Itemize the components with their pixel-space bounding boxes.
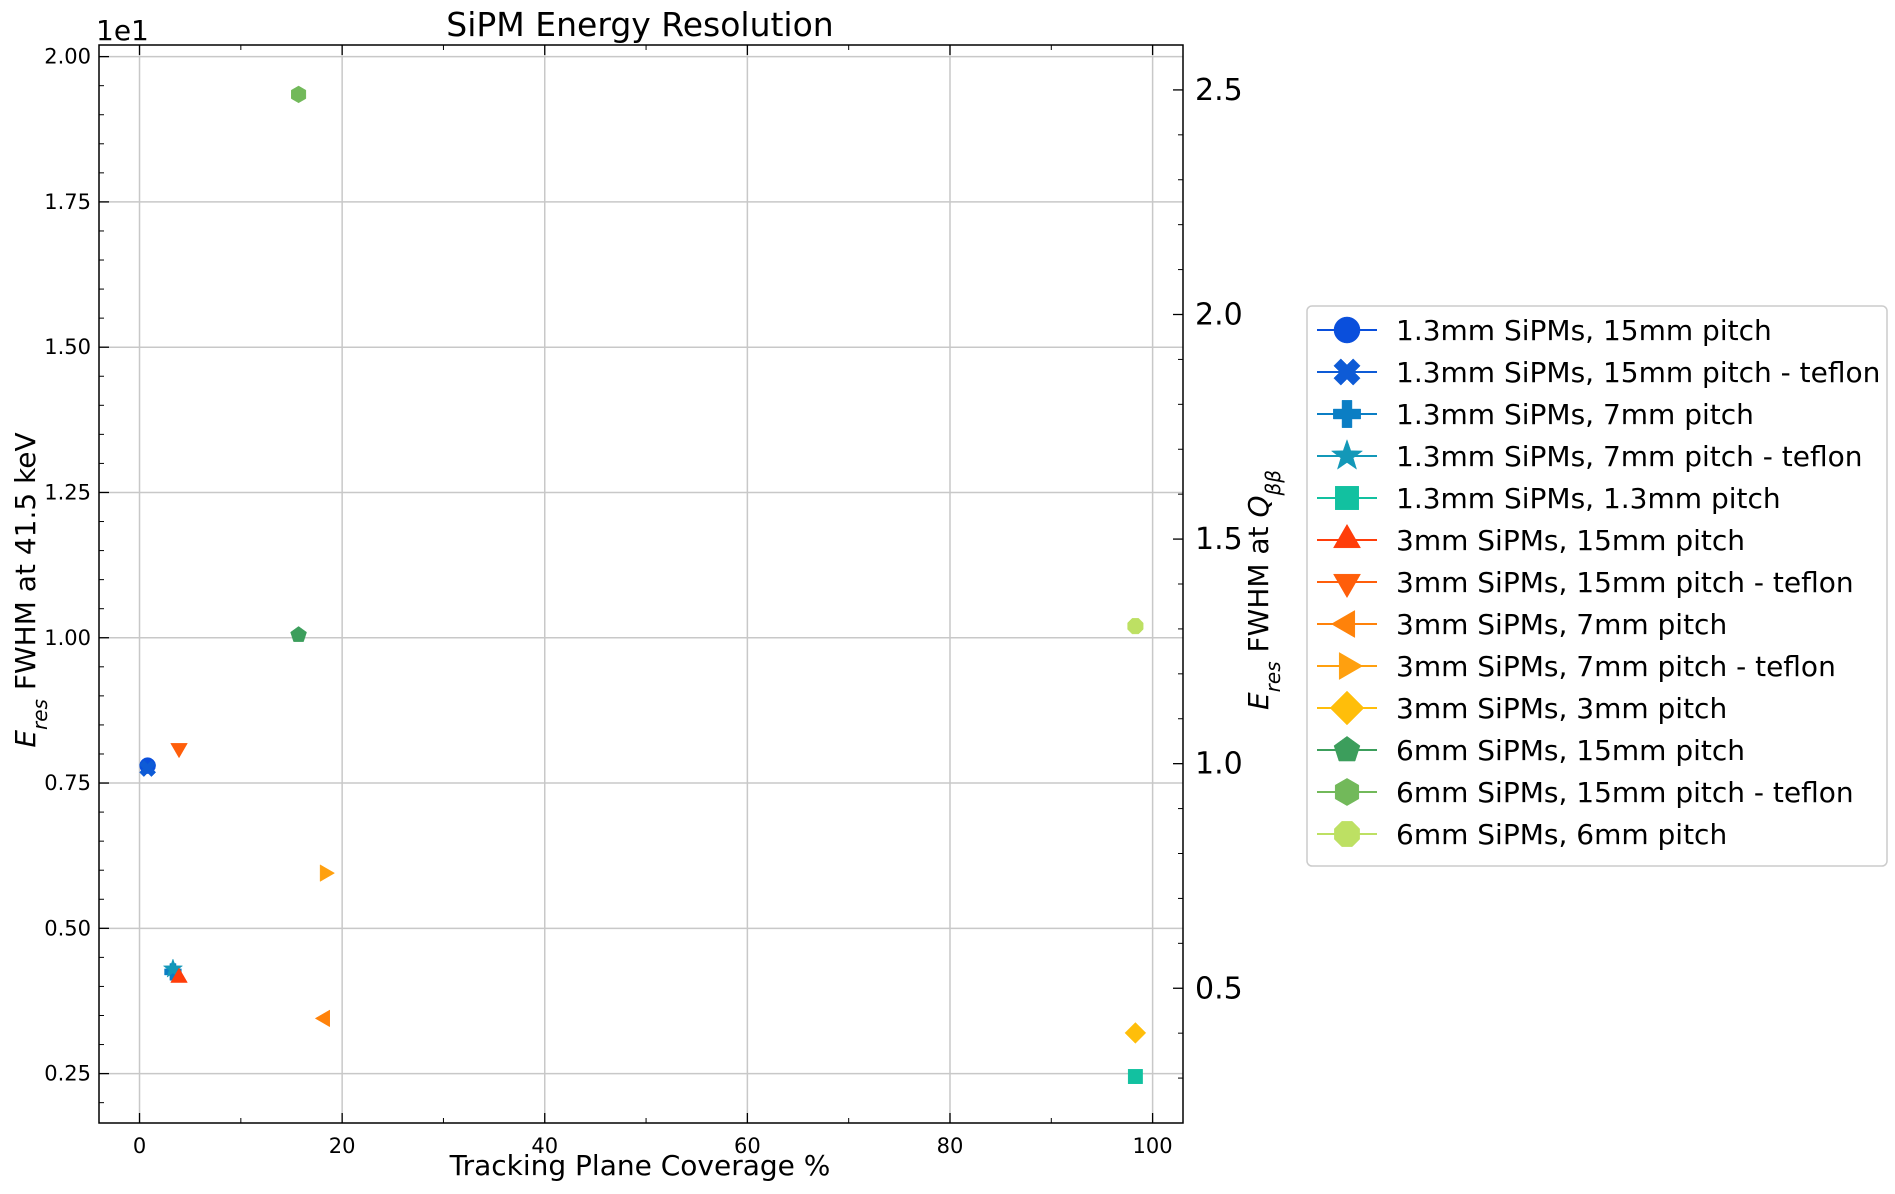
data-point-2 (139, 760, 157, 777)
legend-label: 3mm SiPMs, 15mm pitch (1396, 524, 1745, 557)
legend-marker (1329, 690, 1365, 726)
legend-label: 1.3mm SiPMs, 7mm pitch (1396, 398, 1754, 431)
legend-label: 6mm SiPMs, 15mm pitch (1396, 734, 1745, 767)
y-right-tick-label: 2.5 (1195, 73, 1243, 108)
y-left-tick-label: 0.75 (44, 771, 91, 795)
y-offset-text: 1e1 (96, 14, 149, 47)
legend-entry: 6mm SiPMs, 15mm pitch (1317, 734, 1745, 767)
y-left-label-sub: res (28, 699, 52, 730)
data-point-10 (1124, 1022, 1147, 1044)
y-right-label-qsub: ββ (1261, 470, 1285, 497)
y-left-tick-label: 0.25 (44, 1062, 91, 1086)
data-point-5 (1127, 1069, 1143, 1084)
legend-entry: 3mm SiPMs, 7mm pitch - teflon (1317, 650, 1836, 683)
legend-entry: 3mm SiPMs, 3mm pitch (1317, 690, 1727, 726)
legend-label: 3mm SiPMs, 3mm pitch (1396, 692, 1727, 725)
legend-marker (1338, 652, 1364, 680)
legend-label: 1.3mm SiPMs, 15mm pitch (1396, 314, 1772, 347)
legend-marker (1333, 358, 1361, 386)
y-right-label-sub: res (1261, 661, 1285, 692)
legend-label: 3mm SiPMs, 7mm pitch - teflon (1396, 650, 1836, 683)
y-left-tick-label: 1.25 (44, 480, 91, 504)
y-right-label-main: E (1242, 692, 1275, 710)
data-point-4 (162, 958, 184, 978)
data-point-6 (170, 967, 188, 983)
legend-box (1306, 305, 1888, 867)
y-right-tick-label: 2.0 (1195, 298, 1243, 333)
y-left-tick-label: 0.50 (44, 916, 91, 940)
chart-title: SiPM Energy Resolution (446, 5, 833, 44)
legend: 1.3mm SiPMs, 15mm pitch 1.3mm SiPMs, 15mm… (1306, 305, 1888, 867)
y-axis-label-left: Eres FWHM at 41.5 keV (9, 432, 52, 747)
y-right-tick-label: 1.5 (1195, 522, 1243, 557)
legend-marker (1330, 610, 1356, 638)
data-point-13 (1127, 618, 1144, 635)
x-tick-label: 60 (734, 1134, 761, 1158)
legend-label: 6mm SiPMs, 15mm pitch - teflon (1396, 776, 1854, 809)
legend-label: 6mm SiPMs, 6mm pitch (1396, 818, 1727, 851)
legend-marker (1333, 523, 1361, 549)
y-right-tick-label: 0.5 (1195, 971, 1243, 1006)
y-left-tick-label: 1.50 (44, 335, 91, 359)
data-point-11 (290, 626, 307, 642)
legend-entry: 6mm SiPMs, 15mm pitch - teflon (1317, 776, 1854, 809)
legend-marker (1333, 400, 1361, 428)
data-point-8 (314, 1009, 330, 1028)
legend-label: 1.3mm SiPMs, 15mm pitch - teflon (1396, 356, 1880, 389)
x-tick-label: 20 (329, 1134, 356, 1158)
legend-marker (1330, 438, 1364, 470)
legend-entry: 1.3mm SiPMs, 1.3mm pitch (1317, 482, 1781, 515)
legend-marker (1333, 573, 1361, 599)
legend-label: 3mm SiPMs, 15mm pitch - teflon (1396, 566, 1854, 599)
x-axis-label: Tracking Plane Coverage % (449, 1149, 831, 1182)
legend-marker (1333, 316, 1361, 344)
legend-entry: 3mm SiPMs, 7mm pitch (1317, 608, 1727, 641)
marks-layer (139, 85, 1147, 1084)
data-point-9 (319, 864, 336, 882)
legend-label: 1.3mm SiPMs, 1.3mm pitch (1396, 482, 1781, 515)
y-right-tick-label: 1.0 (1195, 747, 1243, 782)
legend-marker (1334, 821, 1360, 847)
y-left-tick-label: 2.00 (44, 45, 91, 69)
grid-layer (99, 45, 1183, 1123)
legend-label: 1.3mm SiPMs, 7mm pitch - teflon (1396, 440, 1863, 473)
data-point-12 (291, 85, 307, 104)
y-left-tick-label: 1.00 (44, 626, 91, 650)
x-tick-label: 0 (133, 1134, 146, 1158)
legend-marker (1334, 778, 1360, 806)
legend-entry: 6mm SiPMs, 6mm pitch (1317, 818, 1727, 851)
legend-entry: 3mm SiPMs, 15mm pitch (1317, 523, 1745, 557)
x-tick-label: 40 (531, 1134, 558, 1158)
y-axis-label-right: Eres FWHM at Qββ (1242, 470, 1285, 710)
legend-entry: 1.3mm SiPMs, 7mm pitch (1317, 398, 1754, 431)
legend-entry: 1.3mm SiPMs, 15mm pitch (1317, 314, 1772, 347)
y-left-label-main: E (9, 730, 42, 748)
x-tick-label: 100 (1133, 1134, 1173, 1158)
y-right-label-q: Q (1242, 495, 1275, 517)
legend-label: 3mm SiPMs, 7mm pitch (1396, 608, 1727, 641)
axes-layer: 0 20 40 60 80 100 0.25 0.50 0.75 1.00 1.25 1.50 1.75… (44, 44, 1243, 1158)
legend-entry: 1.3mm SiPMs, 15mm pitch - teflon (1317, 356, 1880, 389)
legend-entry: 1.3mm SiPMs, 7mm pitch - teflon (1317, 438, 1863, 473)
legend-marker (1335, 486, 1359, 510)
legend-entry: 3mm SiPMs, 15mm pitch - teflon (1317, 566, 1854, 599)
x-tick-label: 80 (937, 1134, 964, 1158)
y-right-label-rest: FWHM at (1242, 518, 1275, 662)
data-point-7 (170, 743, 188, 759)
y-left-label-rest: FWHM at 41.5 keV (9, 432, 42, 699)
y-left-tick-label: 1.75 (44, 190, 91, 214)
legend-marker (1333, 736, 1361, 762)
